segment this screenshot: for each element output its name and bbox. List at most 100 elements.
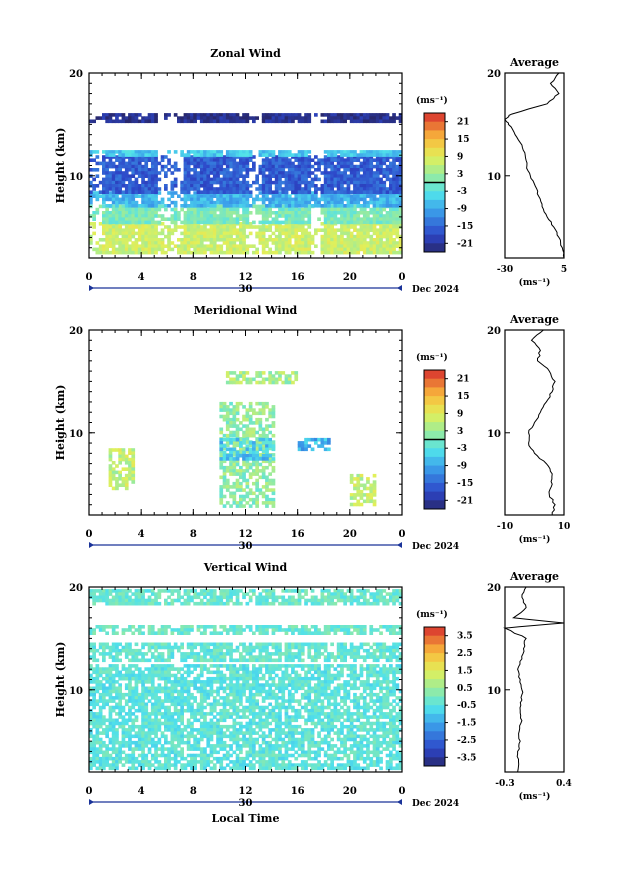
field-cell [385,247,390,252]
field-cell [239,485,243,489]
field-cell [203,158,207,162]
field-cell [95,670,100,675]
field-cell [134,702,139,707]
field-cell [95,194,100,198]
field-cell [216,676,220,681]
field-cell [375,204,380,208]
field-cell [167,238,171,242]
field-cell [265,417,269,422]
field-cell [199,211,204,215]
field-cell [108,454,113,459]
field-cell [134,214,139,218]
field-cell [147,231,152,236]
field-cell [261,491,266,496]
field-cell [219,238,224,242]
field-cell [366,155,370,159]
colorbar-segment [424,413,445,423]
field-cell [150,231,155,236]
field-cell [265,238,269,242]
field-cell [144,168,149,172]
field-cell [216,238,220,242]
field-cell [219,244,224,248]
field-cell [219,155,224,159]
field-cell [95,150,100,154]
field-cell [222,478,227,483]
date-line-marker [89,285,94,291]
field-cell [314,686,318,691]
field-cell [170,241,175,245]
field-cell [154,207,158,212]
field-cell [398,670,403,675]
field-cell [121,171,126,175]
field-cell [245,424,250,428]
field-cell [372,207,377,212]
field-cell [206,667,211,671]
field-cell [271,374,276,378]
field-cell [340,220,344,225]
field-cell [362,493,367,497]
field-cell [330,164,334,169]
field-cell [118,461,122,465]
field-cell [297,683,302,687]
field-cell [173,680,178,684]
field-cell [265,424,269,428]
field-cell [229,150,233,154]
field-cell [137,119,142,124]
field-cell [164,174,168,178]
field-cell [392,699,396,703]
field-cell [124,211,129,215]
field-cell [229,187,233,191]
field-cell [327,673,331,678]
field-cell [141,696,145,700]
field-cell [160,214,165,218]
field-cell [131,451,136,455]
field-cell [327,119,331,124]
field-cell [199,116,204,120]
field-cell [307,168,312,172]
field-cell [248,430,253,435]
field-cell [111,150,116,154]
field-cell [375,119,380,124]
field-cell [271,197,276,202]
field-cell [137,238,142,242]
field-cell [199,207,204,212]
field-cell [154,187,158,191]
field-cell [111,197,116,202]
field-cell [206,207,211,212]
field-cell [229,453,233,458]
field-cell [320,705,325,710]
field-cell [111,699,116,703]
field-cell [340,231,344,236]
field-cell [154,119,158,124]
field-cell [265,197,269,202]
field-cell [128,217,132,221]
field-cell [336,670,341,675]
field-cell [193,200,197,205]
field-cell [284,119,289,124]
field-cell [212,116,217,120]
field-cell [115,470,119,475]
field-cell [118,457,122,462]
field-cell [340,155,344,159]
field-cell [154,177,158,182]
field-cell [128,464,132,468]
field-cell [157,702,162,707]
field-cell [366,220,370,225]
field-cell [102,150,106,154]
field-cell [203,207,207,212]
field-cell [235,450,240,455]
field-cell [327,670,331,675]
field-cell [398,689,403,694]
field-cell [392,177,396,182]
field-cell [362,200,367,205]
field-cell [235,211,240,215]
field-cell [356,155,361,159]
field-cell [147,228,152,232]
field-cell [232,238,237,242]
field-cell [323,231,328,236]
field-cell [108,473,113,478]
field-cell [157,667,162,671]
field-cell [242,217,246,221]
field-cell [134,673,139,678]
field-cell [203,200,207,205]
